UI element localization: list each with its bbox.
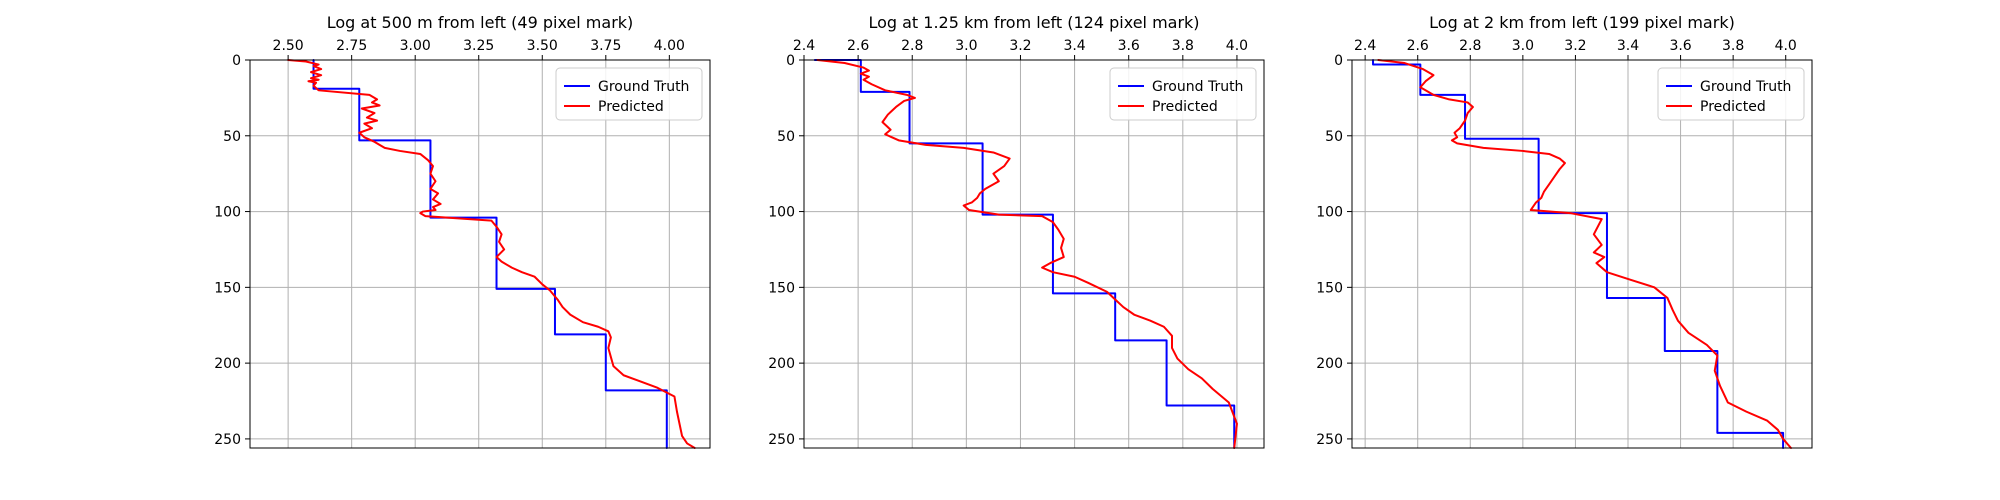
legend: Ground Truth Predicted <box>1109 67 1257 121</box>
legend-label: Predicted <box>598 99 664 115</box>
y-tick-label: 150 <box>768 280 795 296</box>
x-tick-label: 2.75 <box>336 38 367 54</box>
x-tick-label: 3.8 <box>1722 38 1744 54</box>
legend-label: Ground Truth <box>598 79 689 95</box>
y-tick-label: 100 <box>214 205 241 221</box>
x-tick-label: 3.4 <box>1063 38 1085 54</box>
chart-title: Log at 500 m from left (49 pixel mark) <box>327 13 634 32</box>
legend: Ground Truth Predicted <box>555 67 703 121</box>
plot-frame <box>803 59 1265 449</box>
y-tick-label: 0 <box>786 53 795 69</box>
plot-frame <box>1351 59 1813 449</box>
x-tick-label: 3.6 <box>1118 38 1140 54</box>
x-tick-label: 3.2 <box>1009 38 1031 54</box>
x-tick-label: 3.4 <box>1617 38 1639 54</box>
y-tick-label: 150 <box>214 280 241 296</box>
y-tick-label: 200 <box>1316 356 1343 372</box>
x-tick-label: 2.4 <box>1354 38 1376 54</box>
legend-label: Predicted <box>1700 99 1766 115</box>
chart-panel-2: 2.4 2.6 2.8 3.0 3.2 3.4 3.6 3.8 4.0 0 50 100 150 200 2… <box>768 13 1265 449</box>
chart-title: Log at 2 km from left (199 pixel mark) <box>1429 13 1735 32</box>
x-tick-label: 3.6 <box>1669 38 1691 54</box>
x-tick-label: 4.0 <box>1775 38 1797 54</box>
series-line-ground-truth <box>813 59 1236 449</box>
series-line-predicted <box>287 59 696 449</box>
legend-box <box>1657 67 1805 121</box>
legend-box <box>1109 67 1257 121</box>
x-tick-label: 4.0 <box>1226 38 1248 54</box>
x-tick-label: 3.75 <box>590 38 621 54</box>
y-tick-label: 250 <box>214 432 241 448</box>
x-tick-label: 2.6 <box>1407 38 1429 54</box>
y-tick-label: 200 <box>214 356 241 372</box>
legend: Ground Truth Predicted <box>1657 67 1805 121</box>
legend-label: Ground Truth <box>1152 79 1243 95</box>
x-tick-label: 3.50 <box>527 38 558 54</box>
y-tick-label: 200 <box>768 356 795 372</box>
y-tick-label: 150 <box>1316 280 1343 296</box>
series-line-predicted <box>1377 59 1792 449</box>
y-tick-label: 100 <box>1316 205 1343 221</box>
x-tick-label: 3.0 <box>1512 38 1534 54</box>
x-tick-label: 2.8 <box>901 38 923 54</box>
plot-frame <box>249 59 711 449</box>
x-tick-label: 2.8 <box>1459 38 1481 54</box>
y-tick-label: 0 <box>232 53 241 69</box>
y-tick-label: 50 <box>1325 129 1343 145</box>
series-line-ground-truth <box>312 59 668 449</box>
y-tick-label: 50 <box>777 129 795 145</box>
x-tick-label: 3.8 <box>1172 38 1194 54</box>
x-tick-label: 3.0 <box>955 38 977 54</box>
x-tick-label: 3.25 <box>463 38 494 54</box>
x-tick-label: 2.6 <box>847 38 869 54</box>
series-line-predicted <box>816 59 1238 449</box>
x-tick-label: 3.2 <box>1564 38 1586 54</box>
x-tick-label: 4.00 <box>654 38 685 54</box>
chart-title: Log at 1.25 km from left (124 pixel mark… <box>868 13 1199 32</box>
legend-label: Predicted <box>1152 99 1218 115</box>
chart-panel-3: 2.4 2.6 2.8 3.0 3.2 3.4 3.6 3.8 4.0 0 50 100 150 200 2… <box>1316 13 1813 449</box>
y-tick-label: 250 <box>1316 432 1343 448</box>
y-tick-label: 50 <box>223 129 241 145</box>
x-tick-label: 2.50 <box>273 38 304 54</box>
chart-panel-1: 2.50 2.75 3.00 3.25 3.50 3.75 4.00 0 50 100 150 200… <box>214 13 711 449</box>
y-tick-label: 250 <box>768 432 795 448</box>
y-tick-label: 100 <box>768 205 795 221</box>
x-tick-label: 2.4 <box>793 38 815 54</box>
y-tick-label: 0 <box>1334 53 1343 69</box>
legend-box <box>555 67 703 121</box>
x-tick-label: 3.00 <box>400 38 431 54</box>
legend-label: Ground Truth <box>1700 79 1791 95</box>
